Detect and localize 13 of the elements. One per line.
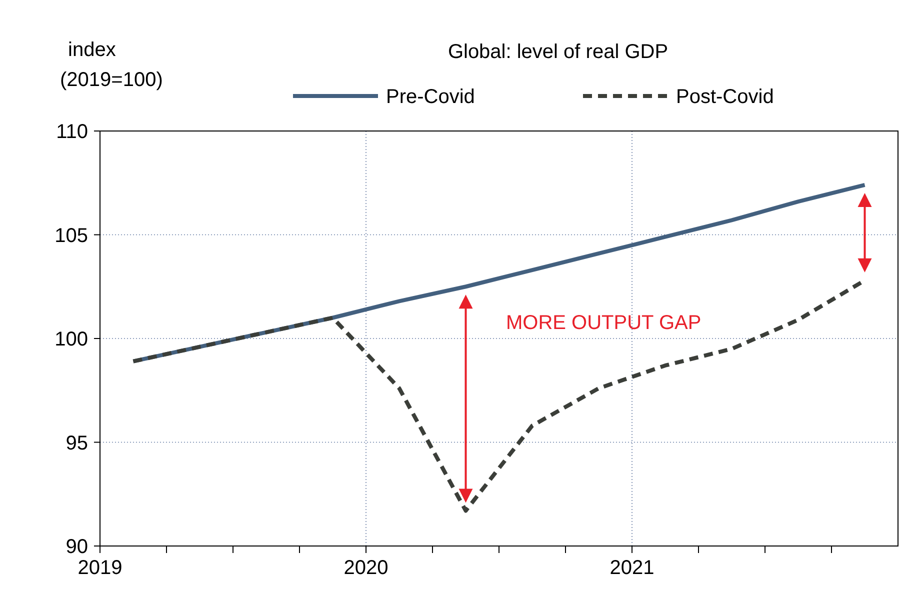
y-tick-label: 100 bbox=[54, 328, 88, 350]
legend-label: Post-Covid bbox=[676, 86, 774, 108]
y-tick-label: 95 bbox=[66, 432, 88, 454]
y-tick-label: 110 bbox=[56, 121, 88, 143]
y-tick-label: 105 bbox=[54, 224, 88, 247]
y-axis-title: index (2019=100) bbox=[60, 39, 163, 91]
annotation: MORE OUTPUT GAP bbox=[506, 312, 702, 334]
x-tick-label: 2020 bbox=[344, 557, 388, 579]
x-tick-label: 2019 bbox=[78, 557, 122, 579]
legend-label: Pre-Covid bbox=[386, 86, 475, 108]
y-tick-label: 90 bbox=[66, 536, 88, 558]
x-tick-label: 2021 bbox=[610, 557, 654, 579]
chart-title: Global: level of real GDP bbox=[448, 41, 668, 63]
